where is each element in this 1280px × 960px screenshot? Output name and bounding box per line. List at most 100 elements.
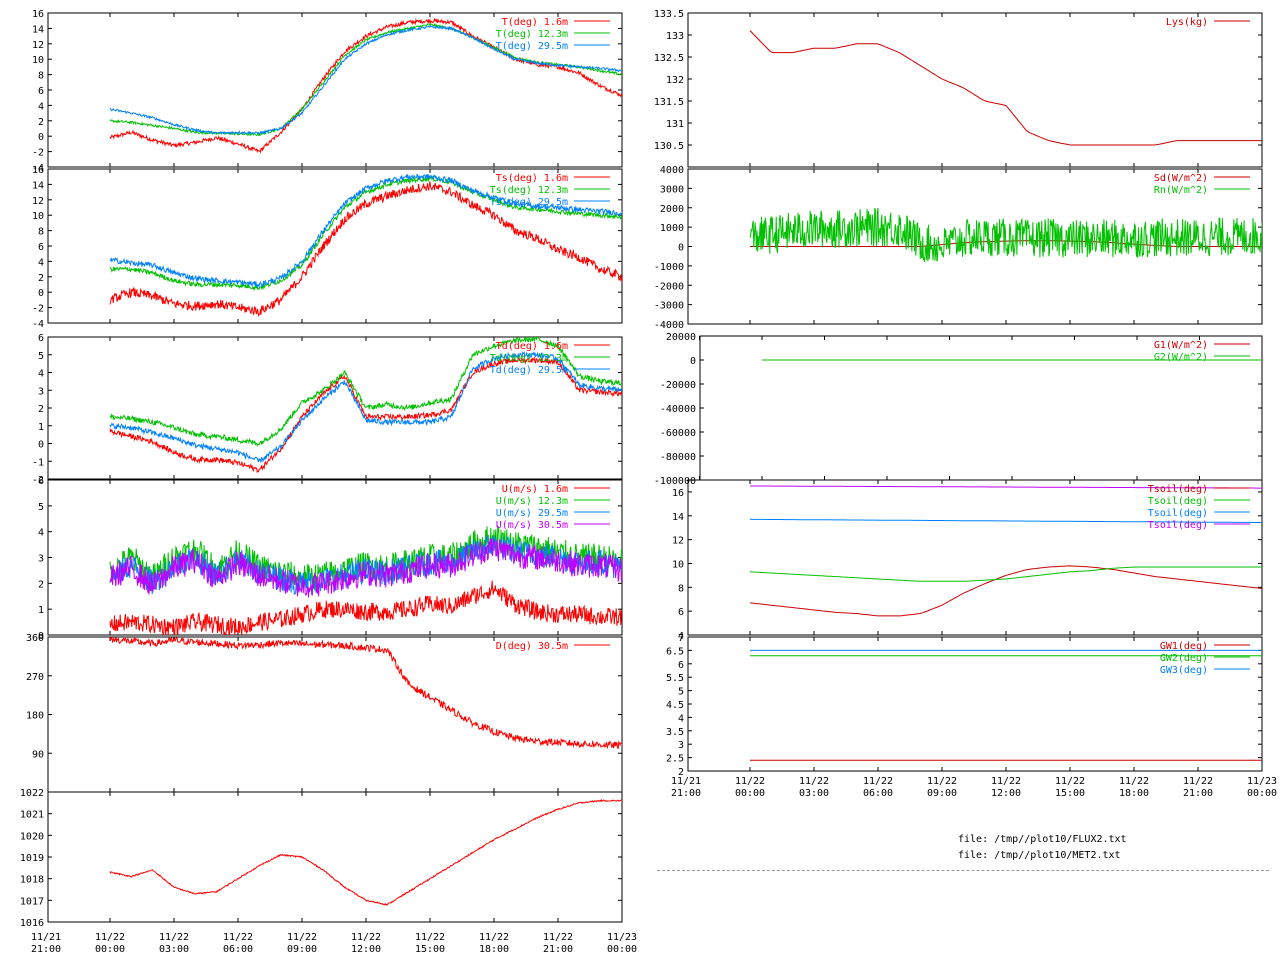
y-tick-label: 16 (32, 9, 44, 20)
chart-D: 90 180 270 360 D(deg) 30.5m (26, 633, 623, 793)
y-tick-label: 1 (38, 422, 44, 433)
y-tick-label: 4 (678, 631, 684, 642)
x-tick-label-right: 11/23 (1247, 776, 1277, 787)
x-tick-label-left: 11/21 (31, 932, 61, 943)
series-line-T-1 (109, 23, 622, 137)
legend-label: Tsoil(deg) (1148, 496, 1208, 507)
chart-U: 0 1 2 3 4 5 6 U(m/s) 1.6mU(m/s) 12.3mU(m/s) 29.… (38, 476, 623, 642)
y-tick-label: 6 (678, 607, 684, 618)
y-tick-label: 6 (38, 476, 44, 487)
y-tick-label: 2.5 (666, 754, 684, 765)
series-line-Ts-2 (109, 173, 622, 289)
y-tick-label: 12 (32, 196, 44, 207)
x-tick-label-left: 15:00 (415, 944, 445, 955)
plot-frame (47, 636, 623, 793)
y-tick-label: 2 (38, 117, 44, 128)
y-tick-label: 1018 (20, 875, 44, 886)
y-tick-label: 3 (38, 554, 44, 565)
legend-label: U(m/s) 30.5m (496, 520, 568, 531)
y-tick-label: 1019 (20, 853, 44, 864)
series-line-Ts-0 (109, 181, 622, 318)
chart-Lys: 130.5 131 131.5 132 132.5 133 133.5 Lys(kg) (654, 9, 1263, 168)
legend-label: Lys(kg) (1166, 17, 1208, 28)
y-tick-label: 8 (38, 71, 44, 82)
series-line-Lys-0 (749, 30, 1262, 146)
file-note-met: file: /tmp//plot10/MET2.txt (958, 850, 1121, 861)
series-line-Ts-1 (109, 174, 622, 291)
y-tick-label: 6.5 (666, 646, 684, 657)
legend-label: GW3(deg) (1160, 665, 1208, 676)
y-tick-label: 4 (38, 257, 44, 268)
series-line-U-0 (109, 580, 622, 635)
y-tick-label: -40000 (660, 404, 696, 415)
y-tick-label: 6 (678, 660, 684, 671)
y-tick-label: 4000 (660, 165, 684, 176)
y-tick-label: -1 (32, 457, 44, 468)
y-tick-label: 1022 (20, 788, 44, 799)
x-tick-label-left: 11/22 (479, 932, 509, 943)
x-tick-label-right: 00:00 (735, 788, 765, 799)
series-line-U-3 (109, 538, 622, 598)
y-tick-label: 90 (32, 749, 44, 760)
y-tick-label: 3 (38, 386, 44, 397)
y-tick-label: -1000 (654, 262, 684, 273)
y-tick-label: -4000 (654, 320, 684, 331)
legend-label: Sd(W/m^2) (1154, 173, 1208, 184)
x-tick-label-left: 18:00 (479, 944, 509, 955)
y-tick-label: -2 (32, 475, 44, 486)
y-tick-label: 5.5 (666, 673, 684, 684)
y-tick-label: 2 (38, 579, 44, 590)
series-line-Rad-1 (749, 207, 1262, 262)
x-tick-label-left: 11/22 (543, 932, 573, 943)
legend-label: T(deg) 12.3m (496, 29, 568, 40)
y-tick-label: 0 (38, 132, 44, 143)
y-tick-label: 132 (666, 75, 684, 86)
plot-frame (687, 12, 1263, 168)
y-tick-label: -2 (32, 304, 44, 315)
y-tick-label: 0 (38, 631, 44, 642)
legend-label: U(m/s) 1.6m (502, 484, 568, 495)
y-tick-label: -4 (32, 163, 44, 174)
y-tick-label: 16 (32, 165, 44, 176)
chart-Rad: -4000 -3000 -2000 -1000 0 1000 2000 3000 4000 Sd(… (654, 165, 1263, 331)
y-tick-label: 360 (26, 633, 44, 644)
x-tick-label-right: 15:00 (1055, 788, 1085, 799)
y-tick-label: 133 (666, 31, 684, 42)
x-tick-label-left: 11/22 (95, 932, 125, 943)
series-line-Td-0 (109, 356, 622, 474)
legend-label: Td(deg) 12.3m (490, 353, 568, 364)
x-tick-label-right: 11/22 (1183, 776, 1213, 787)
y-tick-label: 4 (38, 528, 44, 539)
y-tick-label: 6 (38, 242, 44, 253)
legend-label: U(m/s) 12.3m (496, 496, 568, 507)
legend-label: Ts(deg) 12.3m (490, 185, 568, 196)
legend-label: Td(deg) 29.5m (490, 365, 568, 376)
chart-P: 1016 1017 1018 1019 1020 1021 1022 (20, 788, 623, 929)
y-tick-label: 0 (678, 243, 684, 254)
series-line-T-2 (109, 24, 622, 136)
y-tick-label: 1 (38, 605, 44, 616)
y-tick-label: 6 (38, 86, 44, 97)
legend-label: Tsoil(deg) (1148, 484, 1208, 495)
x-tick-label-right: 00:00 (1247, 788, 1277, 799)
legend-label: GW2(deg) (1160, 653, 1208, 664)
x-tick-label-right: 09:00 (927, 788, 957, 799)
y-tick-label: 2 (38, 404, 44, 415)
y-tick-label: 4 (38, 101, 44, 112)
x-tick-label-right: 11/22 (735, 776, 765, 787)
chart-T: -4 -2 0 2 4 6 8 10 12 14 16 T(deg) 1.6mT(deg) 12.3m… (32, 9, 623, 174)
y-tick-label: -3000 (654, 301, 684, 312)
y-tick-label: -60000 (660, 428, 696, 439)
legend-label: GW1(deg) (1160, 641, 1208, 652)
legend-label: Ts(deg) 1.6m (496, 173, 568, 184)
separator-line (657, 870, 1269, 871)
y-tick-label: 1021 (20, 810, 44, 821)
x-tick-label-right: 11/22 (863, 776, 893, 787)
y-tick-label: 133.5 (654, 9, 684, 20)
y-tick-label: 130.5 (654, 141, 684, 152)
legend-label: T(deg) 29.5m (496, 41, 568, 52)
x-tick-label-right: 18:00 (1119, 788, 1149, 799)
